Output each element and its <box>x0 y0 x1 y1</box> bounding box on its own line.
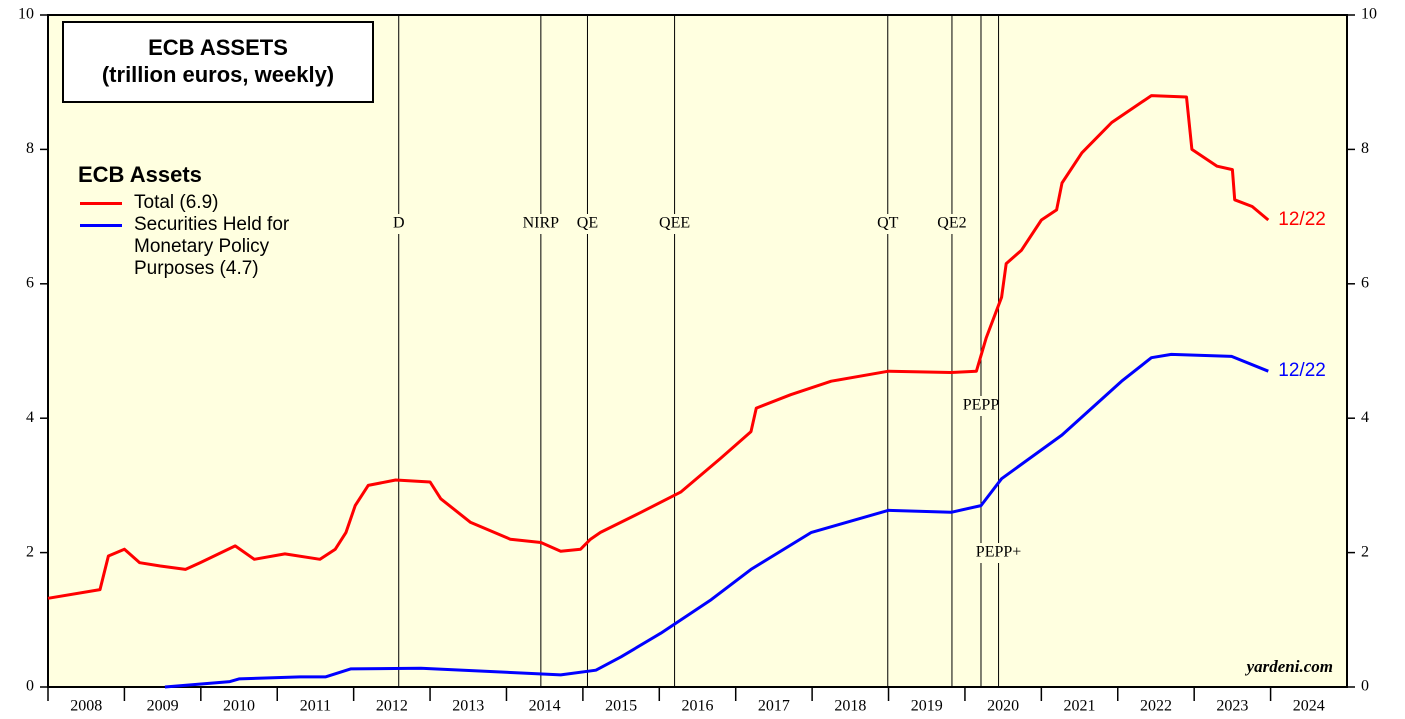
event-label-bg <box>390 214 407 234</box>
legend-entry: Total (6.9) <box>78 192 358 214</box>
y2-tick-label: 8 <box>1361 140 1369 157</box>
y-tick-label: 4 <box>26 409 34 426</box>
event-label: QE2 <box>937 215 966 232</box>
event-label-bg <box>960 396 1001 416</box>
event-label: PEPP <box>963 397 1000 414</box>
x-tick-label: 2021 <box>1064 698 1096 715</box>
x-tick-label: 2024 <box>1293 698 1325 715</box>
chart-subtitle: (trillion euros, weekly) <box>102 62 334 87</box>
plot-area <box>47 14 1348 688</box>
event-label-bg <box>935 214 968 234</box>
legend-label: Total (6.9) <box>134 192 219 213</box>
x-tick-label: 2022 <box>1140 698 1172 715</box>
x-tick-label: 2023 <box>1216 698 1248 715</box>
y-tick-label: 0 <box>26 678 34 695</box>
event-label-bg <box>974 543 1023 563</box>
x-tick-label: 2010 <box>223 698 255 715</box>
title-box <box>62 21 374 103</box>
x-tick-label: 2013 <box>452 698 484 715</box>
legend-title: ECB Assets <box>78 162 202 187</box>
legend-swatch <box>80 224 122 227</box>
x-tick-label: 2019 <box>911 698 943 715</box>
y2-tick-label: 4 <box>1361 409 1369 426</box>
legend-swatch <box>80 202 122 205</box>
y2-tick-label: 2 <box>1361 543 1369 560</box>
x-tick-label: 2012 <box>376 698 408 715</box>
event-label: PEPP+ <box>976 544 1022 561</box>
end-label: 12/22 <box>1278 209 1326 230</box>
y-tick-label: 10 <box>18 6 34 23</box>
series-line <box>164 352 1269 689</box>
y2-tick-label: 10 <box>1361 6 1377 23</box>
event-label: QEE <box>659 215 690 232</box>
event-label: NIRP <box>523 215 560 232</box>
series-line <box>47 94 1270 600</box>
x-tick-label: 2017 <box>758 698 790 715</box>
x-tick-label: 2011 <box>300 698 331 715</box>
y-tick-label: 8 <box>26 140 34 157</box>
y-tick-label: 2 <box>26 543 34 560</box>
x-tick-label: 2016 <box>682 698 714 715</box>
legend-label: Securities Held for Monetary Policy Purp… <box>134 214 290 279</box>
x-tick-label: 2015 <box>605 698 637 715</box>
legend: ECB Assets Total (6.9) Securities Held fo… <box>78 164 358 280</box>
y2-tick-label: 6 <box>1361 274 1369 291</box>
event-label-bg <box>575 214 600 234</box>
x-tick-label: 2009 <box>147 698 179 715</box>
chart-title: ECB ASSETS <box>148 35 288 60</box>
y2-tick-label: 0 <box>1361 678 1369 695</box>
event-label-bg <box>520 214 561 234</box>
x-tick-label: 2008 <box>70 698 102 715</box>
legend-entry: Securities Held for Monetary Policy Purp… <box>78 214 358 280</box>
event-label: QT <box>877 215 899 232</box>
x-tick-label: 2020 <box>987 698 1019 715</box>
event-label-bg <box>875 214 900 234</box>
x-tick-label: 2014 <box>529 698 561 715</box>
y-tick-label: 6 <box>26 274 34 291</box>
event-label-bg <box>658 214 691 234</box>
x-tick-label: 2018 <box>834 698 866 715</box>
end-label: 12/22 <box>1278 360 1326 381</box>
event-label: QE <box>577 215 598 232</box>
event-label: D <box>393 215 405 232</box>
credit: yardeni.com <box>1245 657 1333 676</box>
